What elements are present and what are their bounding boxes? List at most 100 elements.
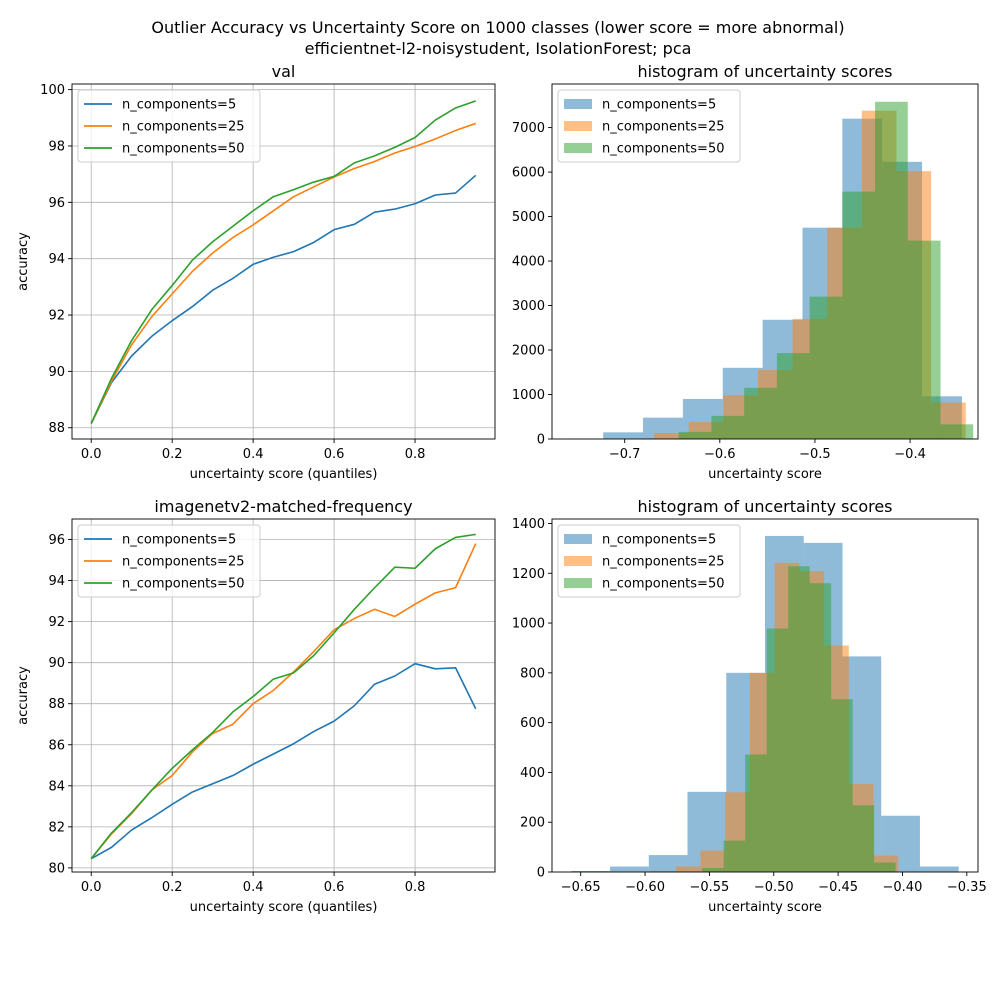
y-tick-label: 200 xyxy=(520,816,545,831)
x-tick-label: 0.8 xyxy=(405,447,426,462)
imagenetv2-histogram-chart: −0.65 −0.60 −0.55 −0.50 −0.45 −0.40 −0.35 0 200 4… xyxy=(512,497,987,915)
y-tick-label: 92 xyxy=(48,615,65,630)
y-tick-label: 94 xyxy=(48,574,65,589)
plot-data xyxy=(571,535,959,872)
x-tick-label: −0.4 xyxy=(894,447,926,462)
histogram-bar xyxy=(842,191,876,439)
legend-label: n_components=50 xyxy=(602,142,725,157)
x-tick-label: 0.4 xyxy=(243,447,264,462)
plot-data xyxy=(563,101,974,439)
y-tick-label: 80 xyxy=(48,861,65,876)
y-axis-label: accuracy xyxy=(16,666,31,725)
x-tick-label: −0.45 xyxy=(818,880,858,895)
legend-box xyxy=(77,524,261,598)
y-axis-label: accuracy xyxy=(16,232,31,291)
histogram-bar xyxy=(610,866,649,872)
axes-frame xyxy=(71,518,496,873)
histogram-bar xyxy=(809,296,843,439)
histogram-bar xyxy=(940,424,974,439)
val-histogram-chart: −0.7 −0.6 −0.5 −0.4 0 1000 2000 3000 4000 5000 600… xyxy=(512,62,979,482)
legend-label: n_components=25 xyxy=(602,555,725,570)
histogram-bar xyxy=(702,868,724,872)
legend-box xyxy=(557,89,741,163)
x-tick-label: −0.7 xyxy=(609,447,641,462)
series-line-n-components-5 xyxy=(90,662,477,860)
y-tick-label: 82 xyxy=(48,820,65,835)
x-tick-label: 0.0 xyxy=(81,447,102,462)
y-tick-label: 90 xyxy=(48,365,65,380)
y-tick-label: 4000 xyxy=(512,255,545,270)
legend-label: n_components=5 xyxy=(602,533,716,548)
x-axis-label: uncertainty score xyxy=(708,900,822,915)
y-tick-label: 1400 xyxy=(512,517,545,532)
legend-label: n_components=50 xyxy=(122,142,245,157)
legend-label: n_components=5 xyxy=(122,533,236,548)
y-tick-label: 1000 xyxy=(512,388,545,403)
y-tick-label: 94 xyxy=(48,252,65,267)
y-tick-label: 96 xyxy=(48,533,65,548)
y-tick-label: 0 xyxy=(537,866,545,881)
histogram-bar xyxy=(852,805,875,872)
x-axis-label: uncertainty score (quantiles) xyxy=(190,467,378,482)
legend-label: n_components=25 xyxy=(602,120,725,135)
x-tick-label: 0.2 xyxy=(162,880,183,895)
y-tick-label: 3000 xyxy=(512,299,545,314)
histogram-bar xyxy=(571,871,611,872)
histogram-bar xyxy=(723,840,746,872)
chart-title: histogram of uncertainty scores xyxy=(637,62,892,81)
histogram-bar xyxy=(766,628,789,872)
y-tick-label: 88 xyxy=(48,421,65,436)
x-tick-label: 0.6 xyxy=(324,880,345,895)
legend-label: n_components=5 xyxy=(602,98,716,113)
series-line-n-components-5 xyxy=(90,174,477,424)
x-tick-label: −0.65 xyxy=(561,880,601,895)
chart-title: imagenetv2-matched-frequency xyxy=(154,497,412,516)
legend-swatch xyxy=(564,578,592,588)
axes-frame xyxy=(551,518,979,873)
x-tick-label: −0.35 xyxy=(947,880,987,895)
plot-data xyxy=(90,100,477,424)
histogram-bar xyxy=(831,699,853,872)
x-tick-label: 0.0 xyxy=(81,880,102,895)
legend-swatch xyxy=(564,534,592,544)
y-tick-label: 7000 xyxy=(512,121,545,136)
histogram-bar xyxy=(744,387,777,439)
x-tick-label: 0.2 xyxy=(162,447,183,462)
legend: n_components=5 n_components=25 n_component… xyxy=(77,89,261,163)
x-axis-label: uncertainty score xyxy=(708,467,822,482)
legend-label: n_components=50 xyxy=(122,577,245,592)
y-tick-label: 1000 xyxy=(512,617,545,632)
legend: n_components=5 n_components=25 n_component… xyxy=(557,524,741,598)
series-line-n-components-25 xyxy=(90,543,477,860)
histogram-bar xyxy=(745,754,767,872)
legend-swatch xyxy=(564,556,592,566)
y-tick-label: 2000 xyxy=(512,344,545,359)
y-tick-label: 90 xyxy=(48,656,65,671)
legend-label: n_components=5 xyxy=(122,98,236,113)
x-tick-label: −0.5 xyxy=(799,447,831,462)
histogram-bar xyxy=(654,433,689,439)
legend-box xyxy=(557,524,741,598)
y-tick-label: 84 xyxy=(48,779,65,794)
histogram-bar xyxy=(651,871,676,872)
histogram-bar xyxy=(788,566,810,872)
chart-title: histogram of uncertainty scores xyxy=(637,497,892,516)
x-tick-label: −0.50 xyxy=(754,880,794,895)
y-tick-label: 1200 xyxy=(512,567,545,582)
histogram-bar xyxy=(809,583,832,872)
axes-frame xyxy=(71,83,496,440)
y-tick-label: 0 xyxy=(537,433,545,448)
chart-title: val xyxy=(272,62,296,81)
legend-label: n_components=25 xyxy=(122,555,245,570)
x-tick-label: −0.40 xyxy=(883,880,923,895)
histogram-bar xyxy=(776,353,810,439)
legend-swatch xyxy=(564,143,592,153)
histogram-bar xyxy=(675,866,701,872)
x-axis-label: uncertainty score (quantiles) xyxy=(190,900,378,915)
val-accuracy-chart: 0.0 0.2 0.4 0.6 0.8 88 90 92 94 96 98 100 val uncerta… xyxy=(16,62,496,482)
legend-swatch xyxy=(564,99,592,109)
y-tick-label: 100 xyxy=(40,83,65,98)
histogram-bar xyxy=(711,415,745,439)
x-tick-label: 0.8 xyxy=(405,880,426,895)
y-tick-label: 92 xyxy=(48,309,65,324)
